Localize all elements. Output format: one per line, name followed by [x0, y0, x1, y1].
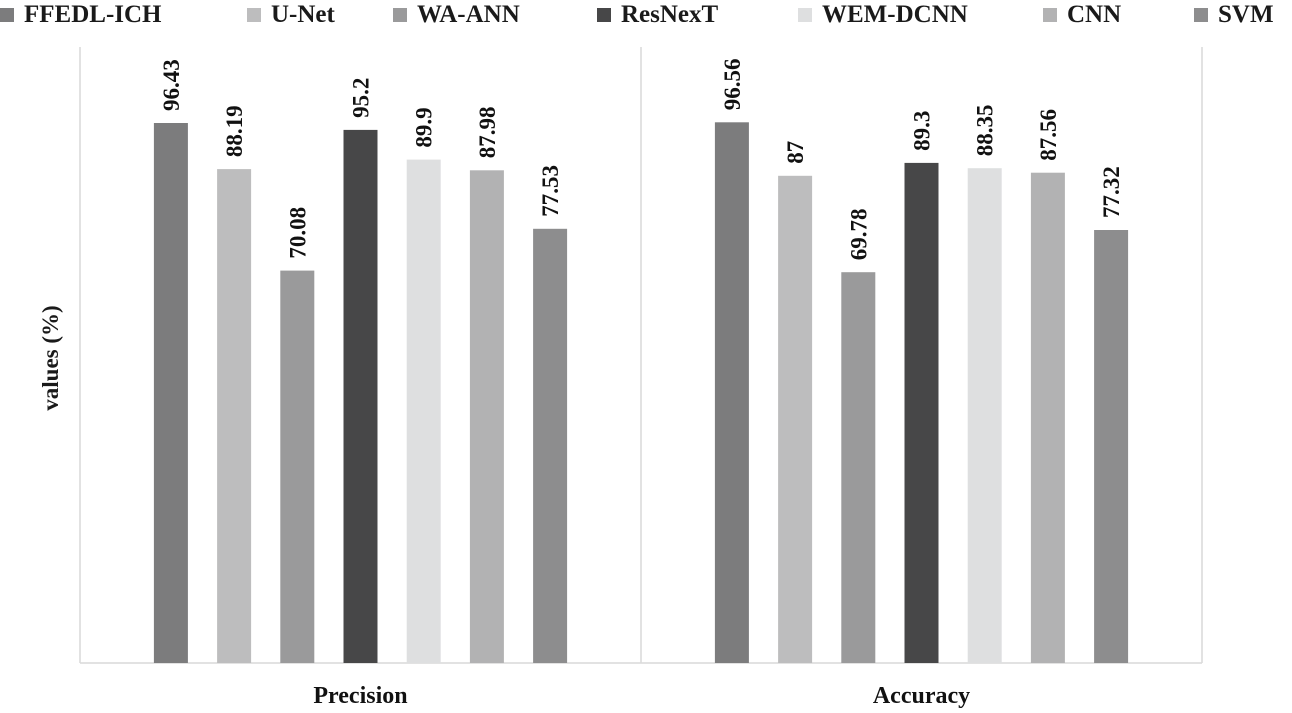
- legend-item: U-Net: [247, 0, 335, 30]
- data-label: 88.35: [973, 104, 998, 156]
- legend-swatch: [1194, 8, 1208, 22]
- legend-item: FFEDL-ICH: [0, 0, 162, 30]
- legend-swatch: [597, 8, 611, 22]
- bar: [343, 129, 378, 663]
- legend-label: CNN: [1067, 1, 1122, 28]
- legend-item: CNN: [1043, 0, 1121, 30]
- legend-swatch: [1043, 8, 1057, 22]
- data-label: 70.08: [285, 207, 310, 259]
- data-label: 88.19: [222, 105, 247, 157]
- legend-label: WEM-DCNN: [822, 1, 968, 28]
- legend-swatch: [798, 8, 812, 22]
- legend-swatch: [0, 8, 14, 22]
- data-label: 87.56: [1036, 109, 1061, 161]
- data-label: 89.9: [412, 107, 437, 147]
- data-label: 89.3: [910, 111, 935, 151]
- x-tick-label: Precision: [313, 683, 407, 709]
- legend-item: WEM-DCNN: [798, 0, 968, 30]
- legend: FFEDL-ICH U-Net WA-ANN ResNexT WEM-DCNN CNN SV…: [0, 0, 1292, 30]
- legend-label: SVM: [1218, 1, 1274, 28]
- bar: [406, 159, 441, 663]
- legend-item: ResNexT: [597, 0, 718, 30]
- legend-swatch: [393, 8, 407, 22]
- bar: [533, 228, 568, 664]
- bar: [469, 170, 504, 664]
- data-label: 69.78: [846, 208, 871, 260]
- x-tick-label: Accuracy: [873, 683, 970, 709]
- bar: [280, 270, 315, 663]
- bar: [904, 162, 939, 663]
- legend-label: WA-ANN: [417, 1, 520, 28]
- bar: [841, 272, 876, 663]
- bar: [153, 123, 188, 663]
- bar: [778, 175, 813, 664]
- legend-item: WA-ANN: [393, 0, 520, 30]
- bar: [217, 169, 252, 663]
- legend-swatch: [247, 8, 261, 22]
- data-label: 96.56: [720, 59, 745, 111]
- bar: [1030, 172, 1065, 663]
- data-label: 77.32: [1099, 166, 1124, 218]
- legend-label: U-Net: [271, 1, 335, 28]
- data-label: 87.98: [475, 107, 500, 159]
- data-label: 87: [783, 141, 808, 164]
- bar: [967, 168, 1002, 663]
- data-label: 77.53: [538, 165, 563, 217]
- data-label: 96.43: [159, 59, 184, 111]
- bar: [714, 122, 749, 664]
- data-label: 95.2: [349, 78, 374, 118]
- legend-item: SVM: [1194, 0, 1274, 30]
- bar: [1094, 230, 1129, 663]
- legend-label: FFEDL-ICH: [24, 1, 162, 28]
- legend-label: ResNexT: [621, 1, 719, 28]
